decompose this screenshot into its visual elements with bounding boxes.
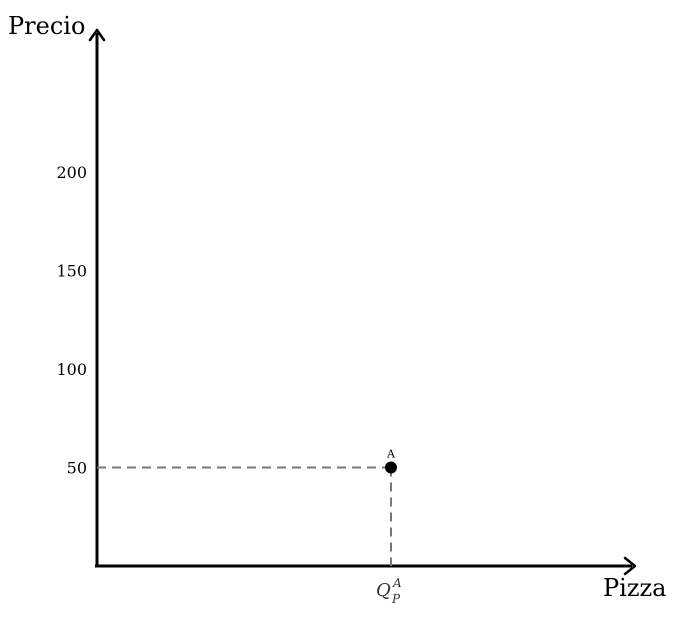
x-axis-arrow-icon	[623, 556, 637, 576]
x-tick-label-q: Q A P	[376, 576, 402, 606]
point-a	[385, 461, 397, 474]
y-tick-labels: 50 100 150 200	[56, 163, 87, 478]
y-axis-title: Precio	[8, 12, 85, 40]
y-tick-label: 50	[67, 459, 87, 478]
q-label-main: Q	[376, 580, 391, 601]
point-a-label: A	[386, 448, 396, 461]
x-axis-title: Pizza	[603, 574, 666, 602]
y-tick-label: 100	[56, 360, 87, 379]
y-tick-label: 200	[56, 163, 87, 182]
y-tick-label: 150	[56, 262, 87, 281]
q-label-subscript: P	[391, 592, 401, 606]
q-label-superscript: A	[392, 576, 402, 590]
y-axis-arrow-icon	[88, 28, 106, 42]
